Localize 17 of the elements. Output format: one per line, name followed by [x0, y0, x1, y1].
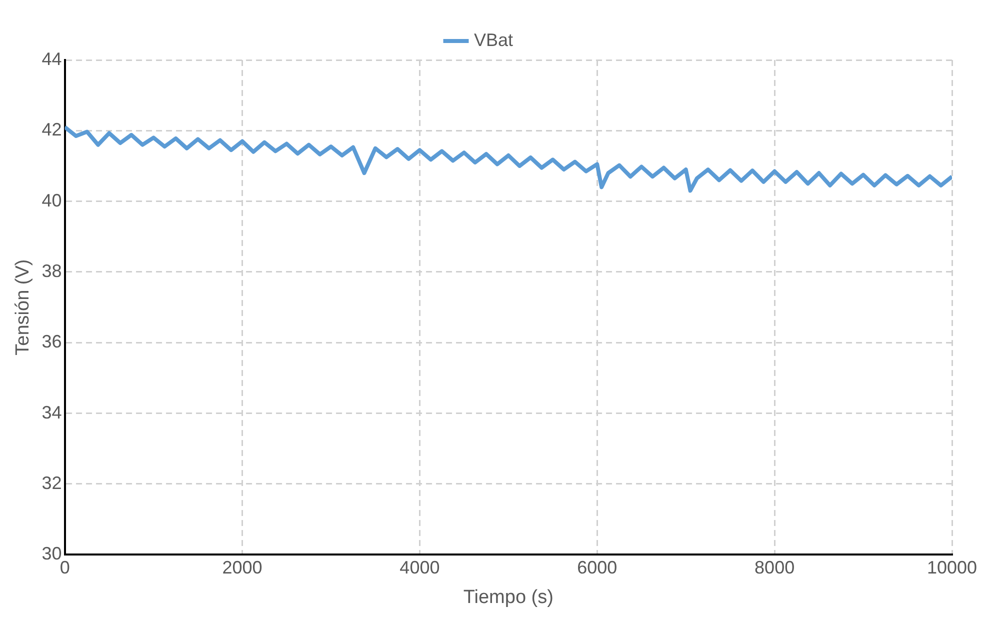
x-tick-label: 6000: [577, 557, 618, 578]
y-tick-label: 40: [42, 190, 62, 210]
x-tick-label: 4000: [400, 557, 440, 578]
x-axis-title: Tiempo (s): [463, 586, 554, 608]
y-tick-label: 38: [42, 260, 62, 281]
y-tick-label: 30: [42, 544, 62, 564]
x-tick-label: 2000: [222, 557, 262, 578]
x-tick-label: 10000: [926, 557, 978, 578]
legend-label: VBat: [474, 30, 514, 50]
y-axis-title: Tensión (V): [12, 259, 34, 356]
y-tick-label: 34: [42, 402, 62, 422]
y-tick-label: 36: [42, 332, 62, 352]
y-tick-label: 42: [42, 120, 62, 140]
y-tick-label: 32: [42, 472, 62, 493]
x-tick-label: 0: [60, 557, 70, 578]
y-tick-label: 44: [42, 48, 62, 69]
x-tick-label: 8000: [754, 557, 795, 578]
